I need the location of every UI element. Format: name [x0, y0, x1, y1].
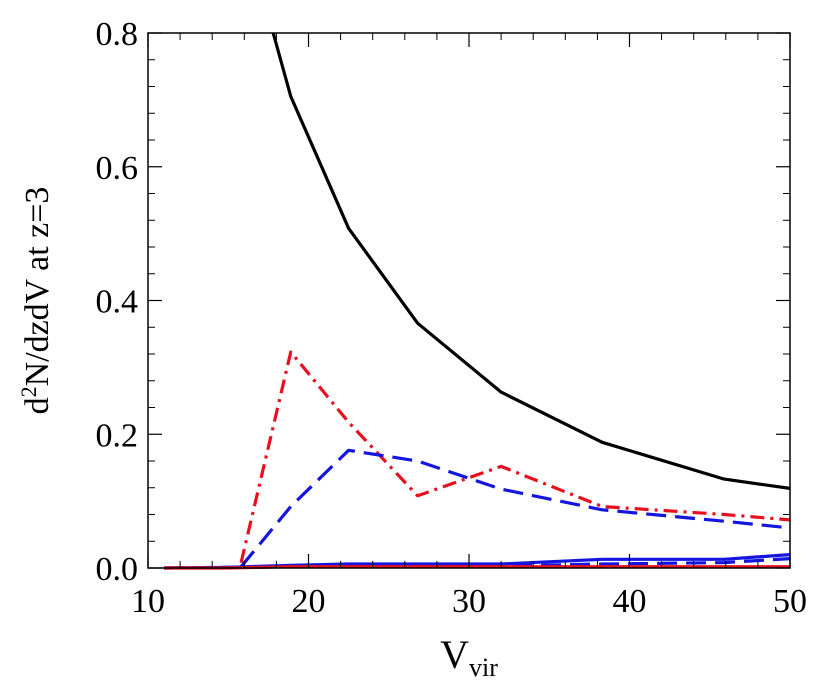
x-axis-title: Vvir [440, 632, 498, 682]
axis-tick-labels: 10 20 30 40 50 0.0 0.2 0.4 0.6 0.8 [96, 16, 808, 620]
axis-ticks [147, 32, 791, 569]
y-axis-title-prefix: d [19, 397, 56, 414]
plot-frame [147, 32, 791, 569]
y-axis-title: d2N/dzdV at z=3 [16, 187, 56, 415]
x-tick-label: 40 [613, 583, 647, 620]
y-tick-label: 0.6 [96, 150, 139, 187]
x-tick-label: 20 [292, 583, 326, 620]
y-axis-title-superscript: 2 [16, 386, 41, 397]
x-axis-title-subscript: vir [469, 653, 498, 682]
y-tick-label: 0.0 [96, 551, 139, 588]
y-axis-title-rest: N/dzdV at z=3 [19, 187, 56, 387]
plot-series-group [164, 32, 790, 570]
y-tick-label: 0.8 [96, 16, 139, 53]
series-line-3 [239, 448, 790, 568]
y-tick-label: 0.2 [96, 417, 139, 454]
x-tick-label: 50 [773, 583, 807, 620]
x-tick-label: 10 [131, 583, 165, 620]
series-line-1 [271, 32, 790, 490]
y-tick-label: 0.4 [96, 284, 139, 321]
series-line-2 [239, 350, 790, 563]
x-axis-title-main: V [440, 632, 469, 677]
x-tick-label: 30 [452, 583, 486, 620]
